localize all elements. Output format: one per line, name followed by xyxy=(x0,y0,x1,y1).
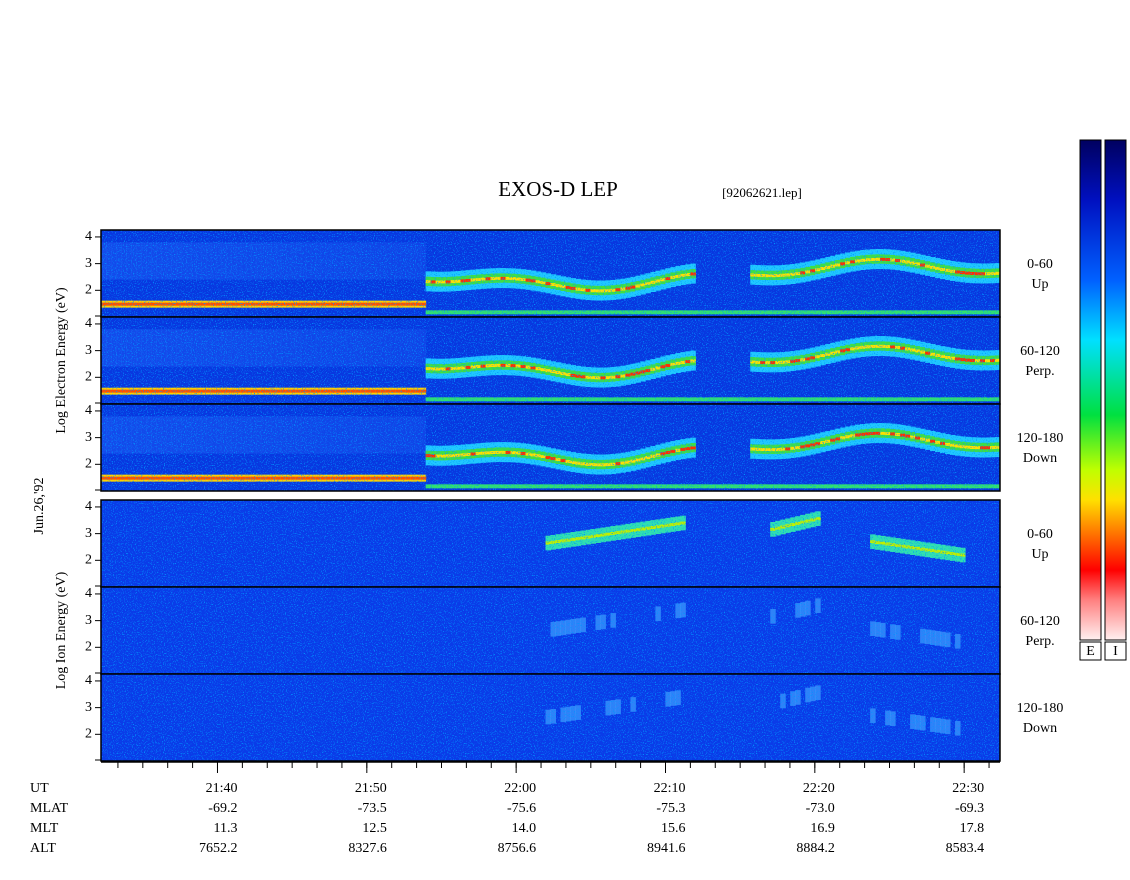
ephemeris-value: 17.8 xyxy=(960,821,985,836)
y-tick-label: 3 xyxy=(85,430,92,445)
x-tick-label: 22:20 xyxy=(803,781,835,796)
y-tick-label: 4 xyxy=(85,316,92,331)
panel-direction-label: Up xyxy=(1031,277,1048,292)
y-tick-label: 4 xyxy=(85,499,92,514)
y-tick-label: 3 xyxy=(85,526,92,541)
y-tick-label: 2 xyxy=(85,727,92,742)
colorbar-label: E xyxy=(1086,644,1095,659)
spectrogram-panel xyxy=(100,316,1001,405)
y-tick-label: 4 xyxy=(85,673,92,688)
chart-title: EXOS-D LEP xyxy=(498,177,618,201)
ephemeris-value: 16.9 xyxy=(810,821,835,836)
x-axis-label: UT xyxy=(30,781,49,796)
colorbar xyxy=(1079,139,1102,641)
y-tick-label: 3 xyxy=(85,256,92,271)
panel-range-label: 0-60 xyxy=(1027,527,1053,542)
ephemeris-value: 7652.2 xyxy=(199,841,238,856)
panel-range-label: 120-180 xyxy=(1017,701,1064,716)
y-tick-label: 3 xyxy=(85,700,92,715)
y-tick-label: 4 xyxy=(85,586,92,601)
colorbar-label-box xyxy=(1079,641,1102,661)
x-tick-label: 21:50 xyxy=(355,781,387,796)
panel-range-label: 120-180 xyxy=(1017,431,1064,446)
ephemeris-value: 8583.4 xyxy=(946,841,985,856)
panel-direction-label: Down xyxy=(1023,451,1057,466)
ephemeris-value: 8941.6 xyxy=(647,841,686,856)
y-tick-label: 3 xyxy=(85,343,92,358)
colorbar-label: I xyxy=(1113,644,1118,659)
colorbar-label-box xyxy=(1104,641,1127,661)
ephemeris-value: 15.6 xyxy=(661,821,686,836)
ephemeris-value: 8327.6 xyxy=(348,841,387,856)
colorbar xyxy=(1104,139,1127,641)
group-axis-label: Log Ion Energy (eV) xyxy=(54,571,69,689)
x-tick-label: 21:40 xyxy=(206,781,238,796)
x-tick-label: 22:30 xyxy=(952,781,984,796)
y-tick-label: 2 xyxy=(85,553,92,568)
ephemeris-name: MLAT xyxy=(30,801,69,816)
spectrogram-panel xyxy=(100,229,1001,318)
spectrogram-panel xyxy=(100,499,1001,588)
x-tick-label: 22:00 xyxy=(504,781,536,796)
panel-direction-label: Up xyxy=(1031,547,1048,562)
y-tick-label: 2 xyxy=(85,457,92,472)
speckle xyxy=(101,674,1000,761)
ephemeris-value: 14.0 xyxy=(512,821,537,836)
spectrogram-panel xyxy=(100,586,1001,675)
y-tick-label: 4 xyxy=(85,229,92,244)
speckle xyxy=(101,317,1000,404)
panel-direction-label: Down xyxy=(1023,721,1057,736)
plot-area xyxy=(100,229,1001,762)
file-label: [92062621.lep] xyxy=(722,185,802,200)
speckle xyxy=(101,500,1000,587)
speckle xyxy=(101,587,1000,674)
y-tick-label: 2 xyxy=(85,640,92,655)
speckle xyxy=(101,230,1000,317)
ephemeris-value: -69.2 xyxy=(208,801,237,816)
y-tick-label: 4 xyxy=(85,403,92,418)
panel-frame xyxy=(100,403,1001,492)
y-tick-label: 2 xyxy=(85,283,92,298)
ephemeris-value: -73.0 xyxy=(806,801,835,816)
panel-range-label: 60-120 xyxy=(1020,344,1060,359)
date-label: Jun.26,'92 xyxy=(32,478,47,535)
ephemeris-name: MLT xyxy=(30,821,59,836)
x-tick-label: 22:10 xyxy=(654,781,686,796)
ephemeris-value: -69.3 xyxy=(955,801,984,816)
spectrogram-panel xyxy=(100,673,1001,762)
ephemeris-value: 8884.2 xyxy=(796,841,835,856)
ephemeris-value: 8756.6 xyxy=(498,841,537,856)
panel-direction-label: Perp. xyxy=(1025,634,1054,649)
ephemeris-value: -73.5 xyxy=(358,801,387,816)
y-tick-label: 2 xyxy=(85,370,92,385)
spectrogram-panel xyxy=(100,403,1001,492)
y-tick-label: 3 xyxy=(85,613,92,628)
panel-range-label: 60-120 xyxy=(1020,614,1060,629)
ephemeris-value: 11.3 xyxy=(213,821,237,836)
speckle xyxy=(101,404,1000,491)
panel-direction-label: Perp. xyxy=(1025,364,1054,379)
panel-range-label: 0-60 xyxy=(1027,257,1053,272)
group-axis-label: Log Electron Energy (eV) xyxy=(54,287,69,434)
ephemeris-value: -75.3 xyxy=(656,801,685,816)
ephemeris-value: 12.5 xyxy=(362,821,387,836)
ephemeris-name: ALT xyxy=(30,841,56,856)
ephemeris-value: -75.6 xyxy=(507,801,536,816)
panel-frame xyxy=(100,673,1001,762)
